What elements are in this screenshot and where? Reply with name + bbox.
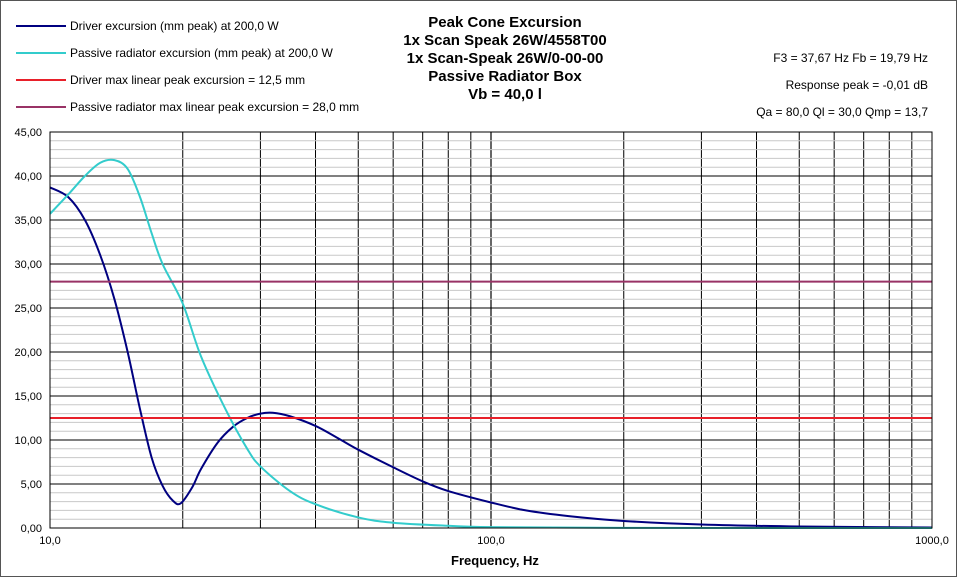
info-panel: F3 = 37,67 Hz Fb = 19,79 Hz Response peak… <box>756 51 928 119</box>
y-tick-label: 35,00 <box>14 215 42 227</box>
info-line: F3 = 37,67 Hz Fb = 19,79 Hz <box>773 51 928 65</box>
x-tick-label: 100,0 <box>477 535 505 547</box>
legend-label: Passive radiator max linear peak excursi… <box>70 100 359 114</box>
grid <box>50 132 932 528</box>
legend: Driver excursion (mm peak) at 200,0 W Pas… <box>16 19 359 114</box>
y-tick-label: 0,00 <box>21 523 42 535</box>
title-line: Peak Cone Excursion <box>428 14 581 31</box>
series-group <box>49 158 933 529</box>
title-line: Passive Radiator Box <box>428 68 582 85</box>
y-tick-label: 20,00 <box>14 347 42 359</box>
x-tick-label: 1000,0 <box>915 535 949 547</box>
y-tick-label: 30,00 <box>14 259 42 271</box>
legend-label: Passive radiator excursion (mm peak) at … <box>70 46 333 60</box>
y-tick-label: 15,00 <box>14 391 42 403</box>
y-tick-label: 5,00 <box>21 479 42 491</box>
y-tick-labels: 0,00 5,00 10,00 15,00 20,00 25,00 30,00 35,00 40… <box>14 127 42 535</box>
x-tick-labels: 10,0 100,0 1000,0 <box>39 535 949 547</box>
legend-label: Driver excursion (mm peak) at 200,0 W <box>70 19 279 33</box>
series-line-2 <box>49 158 933 529</box>
y-tick-label: 45,00 <box>14 127 42 139</box>
info-line: Qa = 80,0 Ql = 30,0 Qmp = 13,7 <box>756 105 928 119</box>
title-line: 1x Scan Speak 26W/4558T00 <box>403 32 606 49</box>
y-tick-label: 40,00 <box>14 171 42 183</box>
plot-border <box>49 131 933 529</box>
series-line-1 <box>49 186 933 529</box>
plot-area <box>49 131 933 529</box>
x-tick-label: 10,0 <box>39 535 60 547</box>
x-axis-label: Frequency, Hz <box>451 553 539 568</box>
y-tick-label: 10,00 <box>14 435 42 447</box>
y-tick-label: 25,00 <box>14 303 42 315</box>
legend-label: Driver max linear peak excursion = 12,5 … <box>70 73 305 87</box>
info-line: Response peak = -0,01 dB <box>786 78 928 92</box>
title-line: Vb = 40,0 l <box>468 86 542 103</box>
title-line: 1x Scan-Speak 26W/0-00-00 <box>407 50 604 67</box>
